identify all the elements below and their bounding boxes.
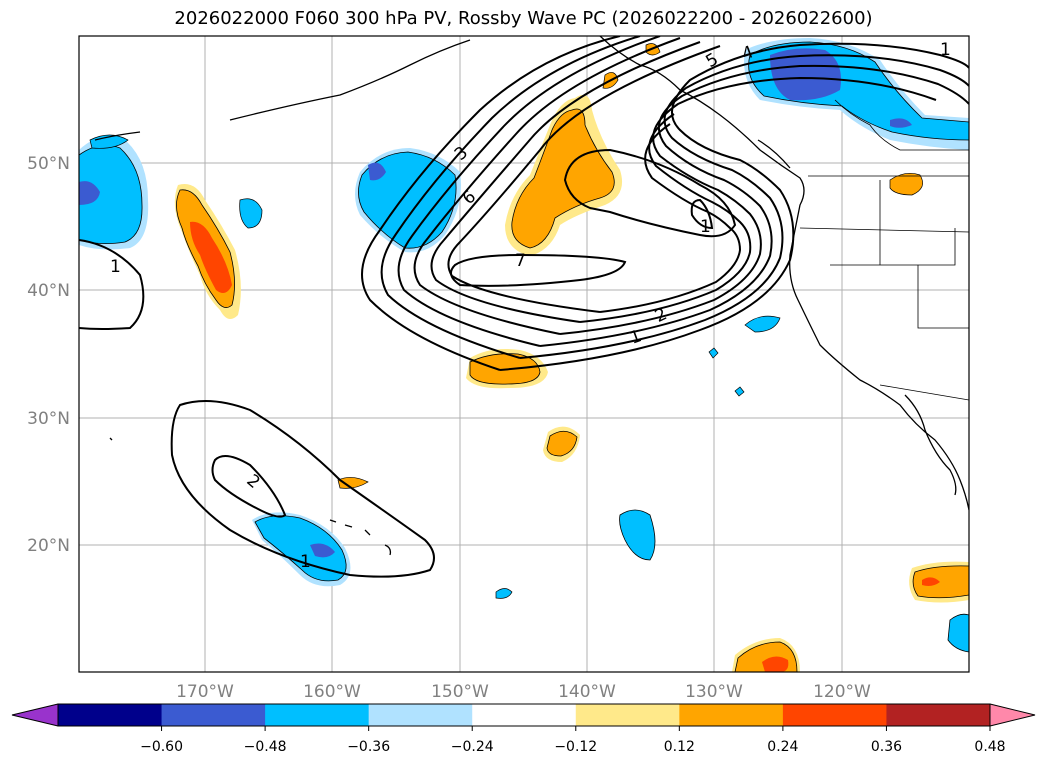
contour-label: 1 — [700, 217, 711, 237]
contour-level-1-outer — [361, 36, 621, 371]
colorbar-tick-label: 0.48 — [974, 739, 1005, 755]
anomaly-patch-west-edge — [79, 134, 149, 250]
map-frame — [78, 35, 970, 673]
contour-west-edge — [79, 239, 145, 330]
anomaly-patch-17n — [909, 561, 969, 603]
anomaly-patch-hawaii — [252, 512, 351, 587]
lon-label: 130°W — [685, 682, 743, 702]
border-canada-interior — [834, 99, 969, 151]
lat-label: 20°N — [27, 536, 70, 556]
colorbar-extend-min — [12, 704, 58, 726]
colorbar-tick-label: −0.36 — [347, 739, 390, 755]
colorbar: −0.60 −0.48 −0.36 −0.24 −0.12 0.12 0.24 0.36 0.4… — [11, 703, 1036, 755]
anomaly-patch-16n — [495, 588, 513, 599]
lat-label: 30°N — [27, 409, 70, 429]
negative-anomaly-areas — [79, 38, 969, 653]
contour-level-6-outer — [447, 45, 721, 313]
contour-level-6-east — [599, 123, 742, 313]
anomaly-patch-bottom — [732, 638, 800, 672]
colorbar-ticks: −0.60 −0.48 −0.36 −0.24 −0.12 0.12 0.24 0.36 0.4… — [140, 726, 1006, 755]
contour-level-5-east — [579, 113, 752, 323]
lon-label: 150°W — [431, 682, 489, 702]
lat-label: 50°N — [27, 154, 70, 174]
anomaly-patch-166w — [239, 198, 263, 229]
border-state-line — [830, 228, 956, 266]
colorbar-cell — [368, 704, 473, 726]
anomaly-patch-45n-inland — [889, 173, 923, 196]
colorbar-outline — [57, 703, 991, 727]
contour-label: 1 — [300, 552, 311, 572]
contour-level-7-inner — [450, 253, 627, 287]
colorbar-tick-label: −0.24 — [451, 739, 494, 755]
colorbar-cell — [575, 704, 680, 726]
coastline-hawaii — [329, 519, 392, 556]
coastline-baja — [904, 394, 957, 496]
contour-level-3-east — [539, 64, 969, 347]
anomaly-patch-25n — [337, 477, 369, 489]
colorbar-extend-max — [990, 704, 1035, 726]
gridlines — [79, 36, 969, 672]
colorbar-tick-label: −0.60 — [140, 739, 183, 755]
lat-label: 40°N — [27, 281, 70, 301]
colorbar-tick-label: −0.48 — [244, 739, 287, 755]
border-oregon-california — [799, 227, 969, 233]
contour-level-4-outer — [413, 37, 681, 335]
coastlines — [94, 36, 969, 556]
colorbar-cell — [886, 704, 991, 726]
colorbar-tick-label: −0.12 — [554, 739, 597, 755]
contour-label: 7 — [515, 251, 526, 271]
longitude-labels: 170°W 160°W 150°W 140°W 130°W 120°W — [176, 682, 871, 702]
lon-label: 120°W — [813, 682, 871, 702]
contour-level-5-outer — [430, 41, 701, 323]
contour-center-east — [690, 198, 714, 230]
pc-contours — [79, 36, 969, 578]
contour-level-4-east — [559, 76, 937, 335]
colorbar-cell — [679, 704, 784, 726]
colorbar-tick-label: 0.12 — [664, 739, 695, 755]
contour-hawaii-outer — [170, 400, 435, 578]
coastline-north-america — [599, 36, 969, 511]
contour-level-1-east — [499, 42, 969, 371]
latitude-labels: 50°N 40°N 30°N 20°N — [27, 154, 70, 556]
coastline-midway — [109, 437, 113, 441]
contour-label: 1 — [940, 40, 951, 60]
colorbar-cell — [58, 704, 163, 726]
lon-label: 160°W — [303, 682, 361, 702]
anomaly-patch-170w — [174, 184, 241, 319]
anomaly-patch-dot-1 — [708, 347, 719, 359]
anomaly-patch-28n — [543, 426, 580, 462]
coastline-aleutians — [229, 39, 471, 121]
anomaly-patch-22n — [619, 509, 656, 561]
coastline-vancouver-island — [757, 139, 791, 169]
contour-label: 1 — [110, 257, 121, 277]
coastline-aleutians-west — [94, 131, 141, 141]
contour-hawaii-inner — [211, 455, 287, 518]
lon-label: 170°W — [176, 682, 234, 702]
colorbar-cell — [265, 704, 370, 726]
border-us-mexico — [879, 384, 969, 401]
colorbar-extend-outline — [11, 703, 1036, 727]
lon-label: 140°W — [558, 682, 616, 702]
colorbar-cells — [58, 704, 991, 726]
colorbar-tick-label: 0.24 — [767, 739, 798, 755]
chart-title: 2026022000 F060 300 hPa PV, Rossby Wave … — [174, 8, 873, 29]
contour-level-3-outer — [397, 36, 661, 347]
political-borders — [799, 99, 969, 401]
colorbar-cell — [472, 704, 577, 726]
colorbar-cell — [782, 704, 887, 726]
border-nevada — [917, 265, 969, 329]
colorbar-tick-label: 0.36 — [871, 739, 902, 755]
contour-level-2-outer — [380, 36, 641, 359]
contour-level-7-east — [563, 148, 737, 238]
anomaly-patch-gulf-alaska — [505, 94, 623, 256]
contour-level-2-east — [519, 54, 969, 359]
anomaly-patch-east-edge — [947, 613, 969, 653]
colorbar-cell — [161, 704, 266, 726]
anomaly-patch-37n — [744, 315, 781, 333]
anomaly-patch-dot-2 — [734, 386, 745, 397]
